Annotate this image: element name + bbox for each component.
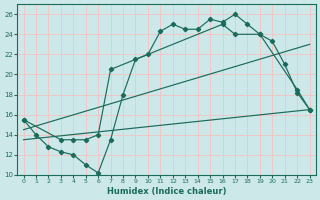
X-axis label: Humidex (Indice chaleur): Humidex (Indice chaleur) bbox=[107, 187, 226, 196]
